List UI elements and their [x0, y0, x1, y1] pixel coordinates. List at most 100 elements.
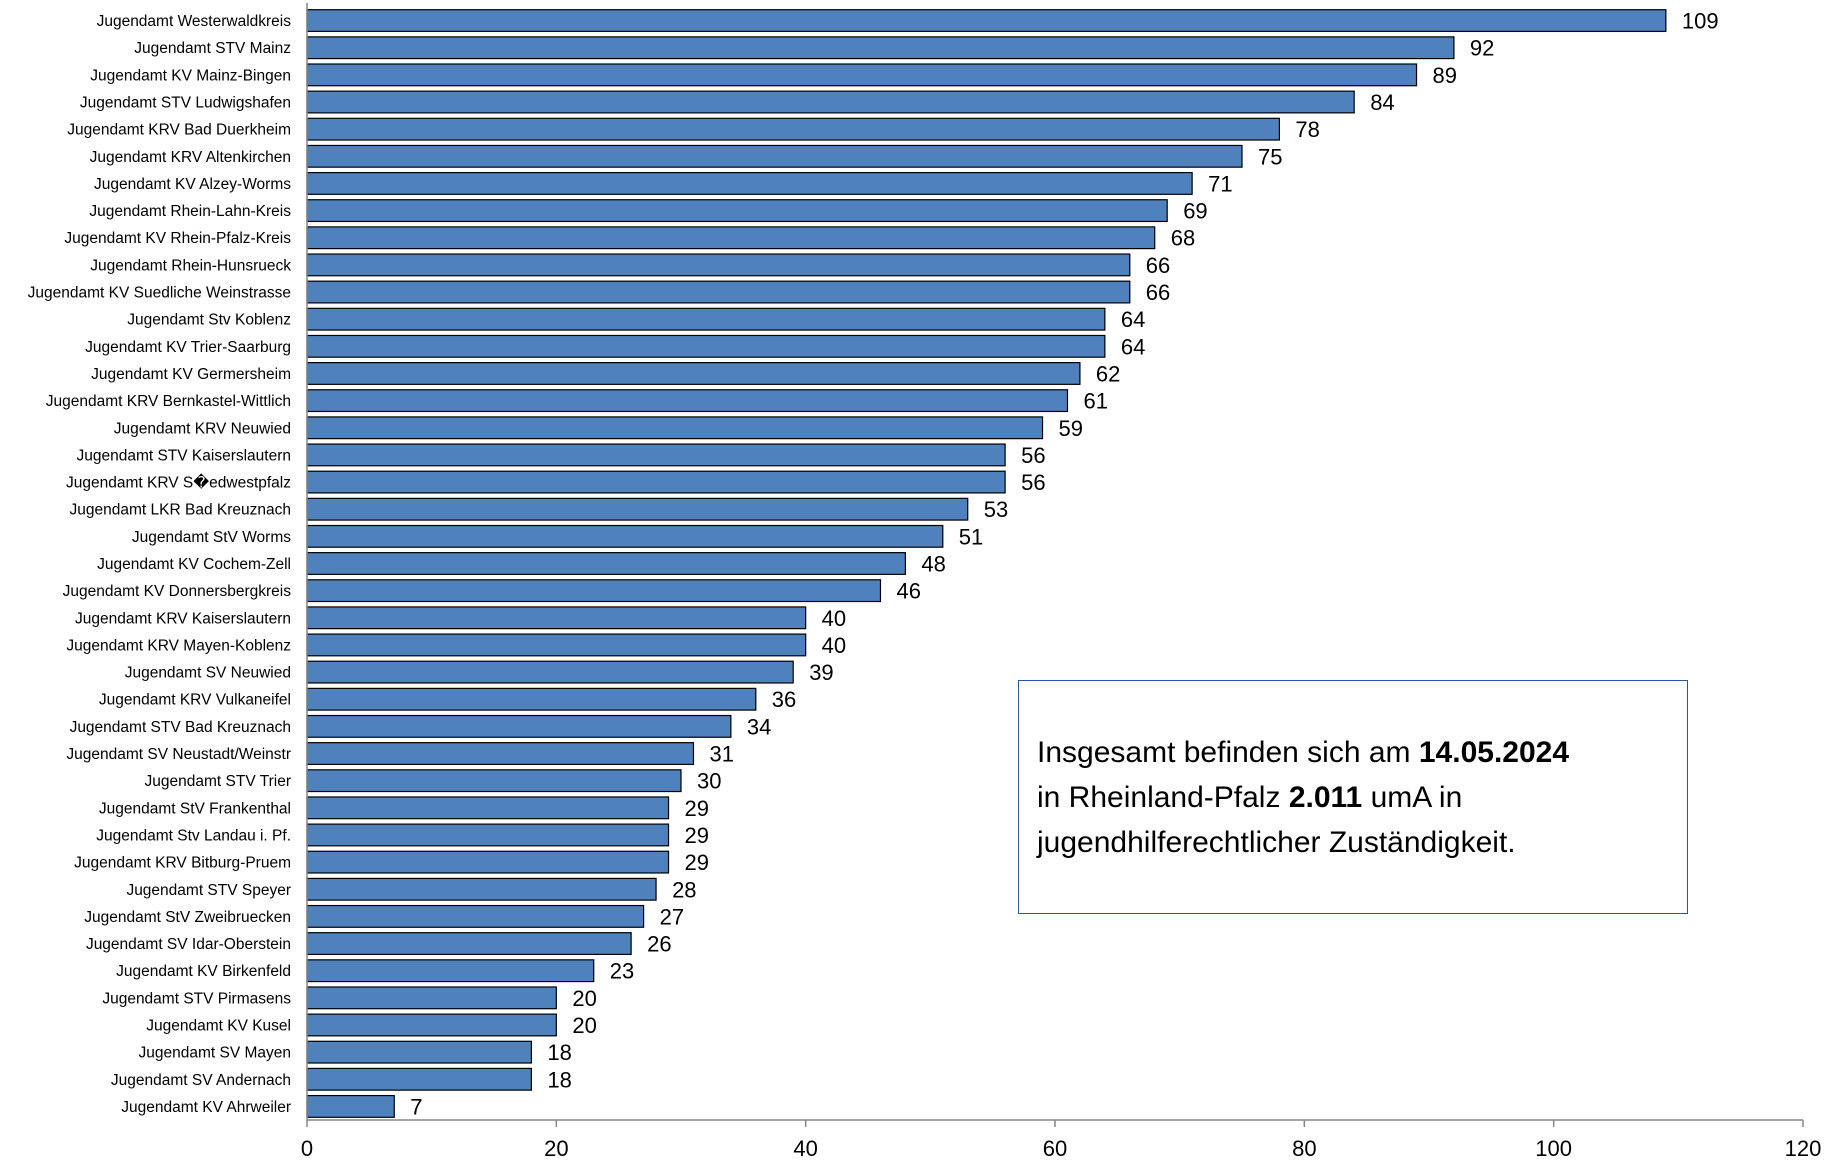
category-label: Jugendamt StV Zweibruecken	[84, 909, 291, 926]
value-label: 69	[1183, 199, 1207, 224]
value-label: 40	[822, 633, 846, 658]
category-label: Jugendamt Rhein-Hunsrueck	[90, 257, 291, 274]
value-label: 23	[610, 959, 634, 984]
bar	[306, 687, 757, 711]
bar	[306, 742, 695, 765]
value-label: 66	[1146, 280, 1170, 305]
value-label: 84	[1370, 90, 1394, 115]
category-label: Jugendamt KV Cochem-Zell	[97, 556, 291, 573]
category-label: Jugendamt SV Andernach	[111, 1072, 291, 1089]
value-label: 29	[685, 796, 709, 821]
category-label: Jugendamt KRV Neuwied	[114, 420, 291, 437]
category-label: Jugendamt Stv Koblenz	[127, 312, 291, 329]
bar	[306, 144, 1243, 168]
category-label: Jugendamt StV Frankenthal	[99, 800, 291, 817]
bar	[306, 823, 670, 847]
category-label: Jugendamt KV Rhein-Pfalz-Kreis	[64, 230, 291, 247]
category-label: Jugendamt KV Birkenfeld	[116, 963, 291, 980]
bar	[306, 117, 1281, 141]
value-label: 20	[572, 1013, 596, 1038]
bar	[306, 633, 807, 657]
summary-annotation-text: Insgesamt befinden sich am 14.05.2024 in…	[1037, 730, 1569, 865]
value-label: 30	[697, 769, 721, 794]
bar	[306, 524, 944, 548]
bar	[306, 932, 632, 956]
category-labels-group: Jugendamt Westerwaldkreis Jugendamt STV M…	[28, 13, 292, 1116]
bar	[306, 253, 1131, 277]
bar	[306, 36, 1455, 60]
bar	[306, 470, 1006, 494]
value-label: 29	[685, 850, 709, 875]
value-label: 78	[1295, 117, 1319, 142]
bar	[306, 416, 1044, 440]
value-label: 18	[547, 1040, 571, 1065]
value-label: 53	[984, 497, 1008, 522]
value-label: 64	[1121, 307, 1145, 332]
bar	[306, 307, 1106, 331]
category-label: Jugendamt KV Suedliche Weinstrasse	[28, 285, 291, 302]
bar	[306, 877, 657, 901]
bar	[306, 63, 1418, 87]
category-label: Jugendamt KRV S�edwestpfalz	[66, 473, 291, 492]
value-label: 36	[772, 687, 796, 712]
bar	[306, 769, 682, 793]
value-label: 61	[1083, 389, 1107, 414]
bars-group	[306, 9, 1667, 1118]
bar	[306, 986, 557, 1010]
x-tick-label: 100	[1535, 1136, 1572, 1161]
category-label: Jugendamt KV Trier-Saarburg	[85, 339, 291, 356]
category-label: Jugendamt Westerwaldkreis	[97, 13, 292, 30]
annotation-date: 14.05.2024	[1418, 735, 1570, 769]
category-label: Jugendamt SV Idar-Oberstein	[86, 936, 291, 953]
value-label: 29	[685, 823, 709, 848]
category-label: Jugendamt KV Mainz-Bingen	[90, 67, 291, 84]
bar	[306, 9, 1667, 33]
value-label: 59	[1059, 416, 1083, 441]
annotation-count: 2.011	[1288, 780, 1363, 814]
bar	[306, 1040, 532, 1064]
bar	[306, 199, 1168, 223]
x-tick-label: 0	[301, 1136, 313, 1161]
value-label: 109	[1682, 9, 1719, 34]
category-label: Jugendamt SV Neustadt/Weinstr	[66, 746, 291, 763]
bar	[306, 1013, 557, 1037]
category-label: Jugendamt KV Donnersbergkreis	[63, 583, 292, 600]
value-labels-group: 1099289847875716968666664646261595656535…	[410, 9, 1718, 1120]
category-label: Jugendamt KV Alzey-Worms	[94, 176, 291, 193]
x-tick-label: 20	[544, 1136, 568, 1161]
category-label: Jugendamt KRV Bitburg-Pruem	[74, 855, 291, 872]
x-ticks-group: 0 20 40 60 80 100 120	[301, 1120, 1821, 1161]
bar	[306, 959, 595, 983]
category-label: Jugendamt KRV Bernkastel-Wittlich	[46, 393, 291, 410]
category-label: Jugendamt SV Neuwied	[125, 665, 291, 682]
value-label: 28	[672, 877, 696, 902]
value-label: 92	[1470, 36, 1494, 61]
value-label: 31	[709, 742, 733, 767]
category-label: Jugendamt KRV Altenkirchen	[90, 149, 291, 166]
annotation-line2-prefix: in Rheinland-Pfalz	[1037, 780, 1289, 814]
category-label: Jugendamt KV Germersheim	[91, 366, 291, 383]
bar	[306, 796, 670, 820]
x-tick-label: 60	[1043, 1136, 1067, 1161]
annotation-line2-suffix: umA in	[1362, 780, 1463, 814]
bar	[306, 362, 1081, 385]
category-label: Jugendamt STV Bad Kreuznach	[70, 719, 291, 736]
bar	[306, 443, 1006, 467]
value-label: 48	[921, 552, 945, 577]
category-label: Jugendamt STV Trier	[145, 773, 291, 790]
annotation-line1-prefix: Insgesamt befinden sich am	[1037, 735, 1419, 769]
category-label: Jugendamt Stv Landau i. Pf.	[96, 827, 291, 844]
category-label: Jugendamt KV Ahrweiler	[121, 1099, 291, 1116]
category-label: Jugendamt STV Ludwigshafen	[80, 95, 291, 112]
category-label: Jugendamt KRV Vulkaneifel	[99, 692, 291, 709]
category-label: Jugendamt STV Mainz	[134, 40, 291, 57]
category-label: Jugendamt SV Mayen	[138, 1045, 291, 1062]
value-label: 51	[959, 524, 983, 549]
value-label: 26	[647, 932, 671, 957]
value-label: 64	[1121, 334, 1145, 359]
value-label: 27	[660, 904, 684, 929]
bar	[306, 660, 794, 684]
category-label: Jugendamt KRV Kaiserslautern	[75, 610, 291, 627]
value-label: 68	[1171, 226, 1195, 251]
bar	[306, 280, 1131, 304]
